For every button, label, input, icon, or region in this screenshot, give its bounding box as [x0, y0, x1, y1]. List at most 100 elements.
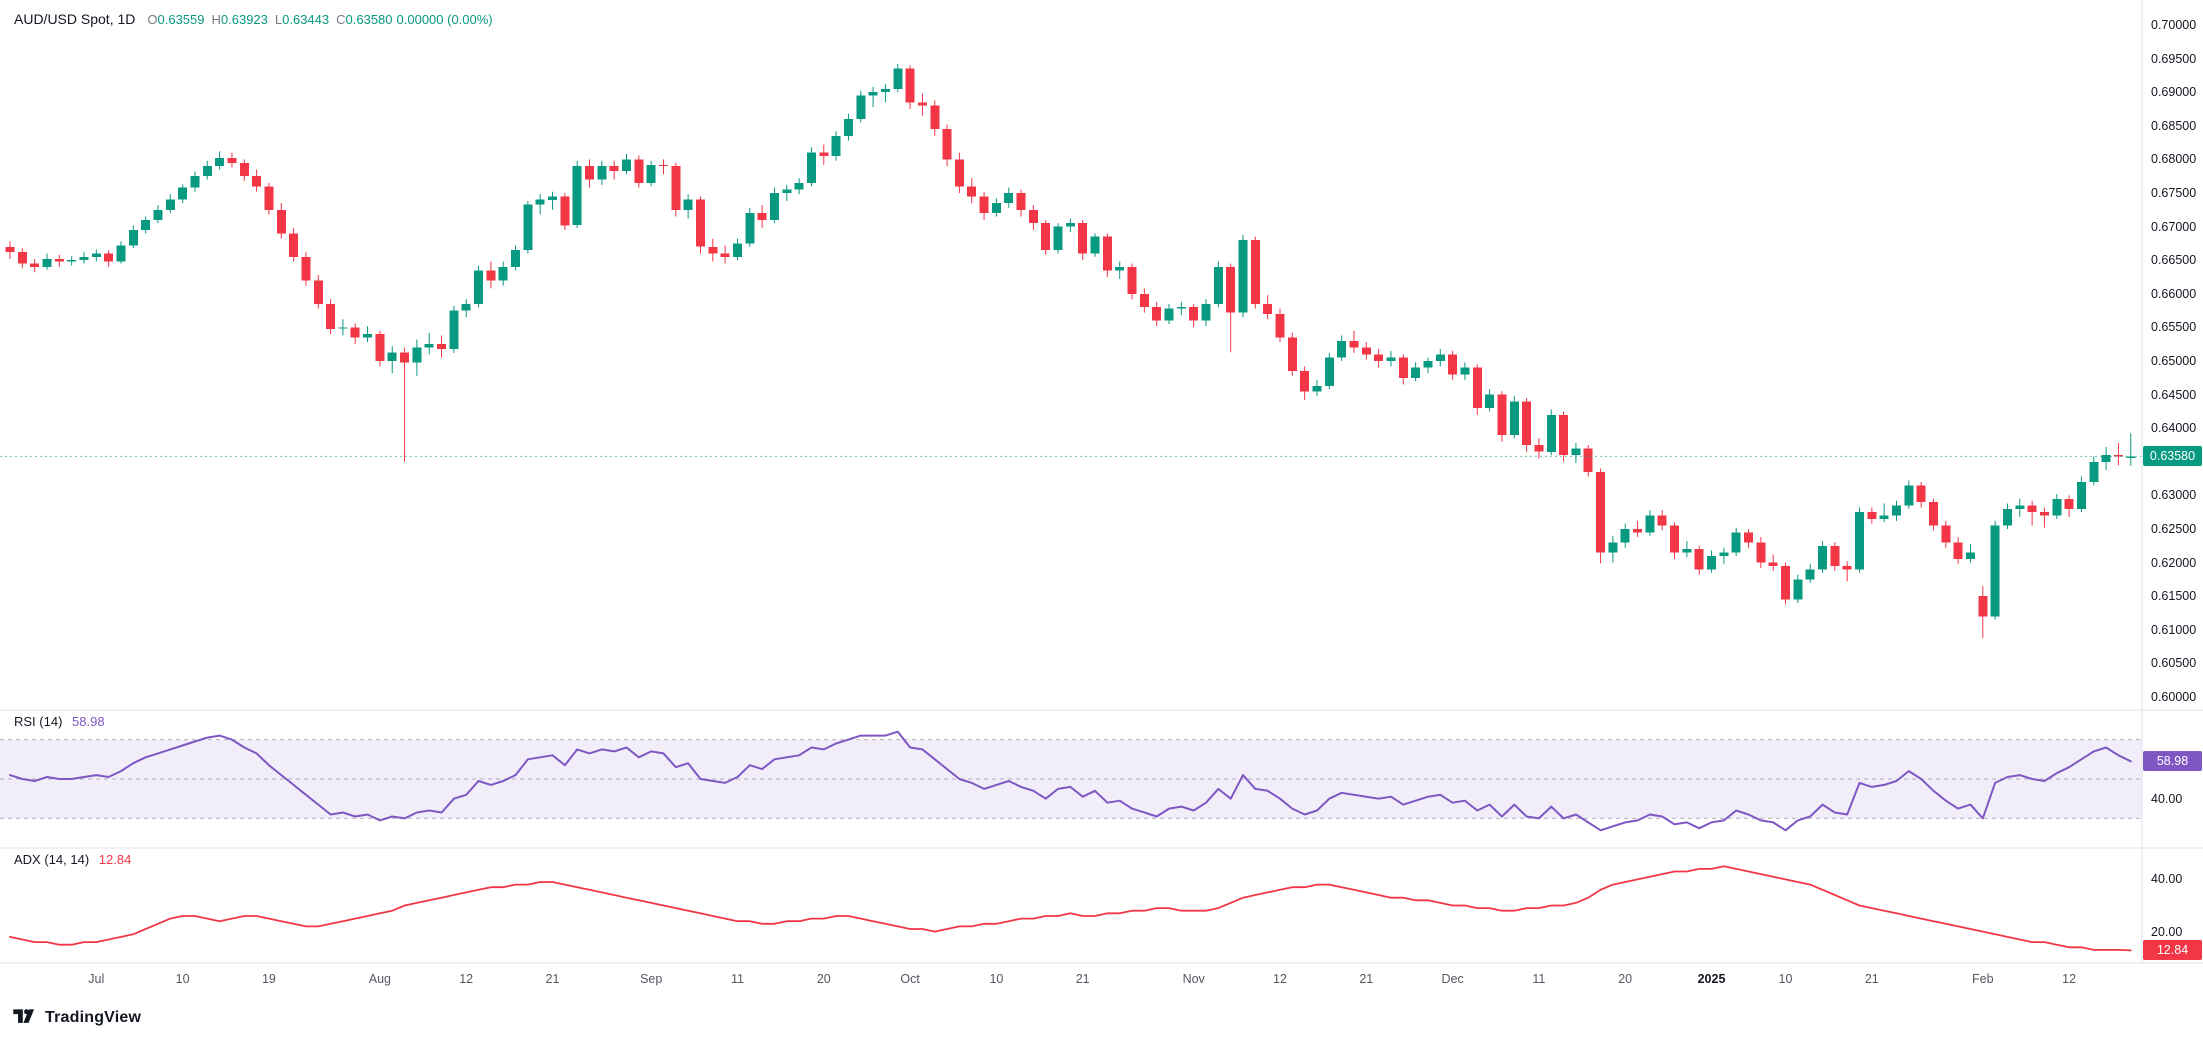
- candle-body[interactable]: [1078, 223, 1088, 254]
- candle-body[interactable]: [2113, 455, 2123, 457]
- candle-body[interactable]: [1250, 240, 1260, 304]
- candle-body[interactable]: [2089, 461, 2099, 482]
- candle-body[interactable]: [437, 344, 447, 349]
- candle-body[interactable]: [239, 162, 249, 177]
- candle-body[interactable]: [1226, 266, 1236, 313]
- candle-body[interactable]: [1275, 314, 1285, 338]
- candle-body[interactable]: [116, 245, 126, 262]
- candle-body[interactable]: [79, 256, 89, 261]
- candle-body[interactable]: [1287, 337, 1297, 372]
- candle-body[interactable]: [597, 166, 607, 180]
- candle-body[interactable]: [1509, 401, 1519, 435]
- candle-body[interactable]: [400, 352, 410, 363]
- candle-body[interactable]: [1830, 545, 1840, 566]
- candle-body[interactable]: [461, 303, 471, 311]
- candle-body[interactable]: [1978, 596, 1988, 617]
- candle-body[interactable]: [215, 158, 225, 167]
- tradingview-brand-text[interactable]: TradingView: [45, 1008, 142, 1026]
- candle-body[interactable]: [880, 88, 890, 93]
- candle-body[interactable]: [1793, 579, 1803, 600]
- candle-body[interactable]: [1929, 502, 1938, 526]
- candle-body[interactable]: [498, 266, 508, 281]
- candle-body[interactable]: [2040, 512, 2049, 516]
- candle-body[interactable]: [1065, 223, 1075, 227]
- candle-body[interactable]: [202, 166, 212, 177]
- candle-body[interactable]: [104, 253, 114, 262]
- candle-body[interactable]: [1941, 525, 1951, 543]
- candle-body[interactable]: [1596, 471, 1606, 553]
- candle-body[interactable]: [1682, 549, 1692, 553]
- candle-body[interactable]: [893, 68, 903, 89]
- candle-body[interactable]: [424, 344, 434, 348]
- candle-body[interactable]: [511, 250, 520, 267]
- candle-body[interactable]: [1879, 515, 1889, 519]
- candle-body[interactable]: [1263, 303, 1273, 314]
- candle-body[interactable]: [1522, 401, 1532, 445]
- candle-body[interactable]: [1645, 515, 1655, 533]
- candle-body[interactable]: [868, 92, 878, 96]
- symbol-title[interactable]: AUD/USD Spot, 1D: [14, 11, 136, 27]
- candle-body[interactable]: [609, 166, 619, 171]
- candle-body[interactable]: [1990, 525, 2000, 617]
- candle-body[interactable]: [1744, 532, 1753, 543]
- candle-body[interactable]: [1386, 357, 1396, 361]
- adx-title[interactable]: ADX (14, 14): [14, 852, 90, 867]
- candle-body[interactable]: [1139, 293, 1149, 308]
- candle-body[interactable]: [1707, 555, 1716, 570]
- candle-body[interactable]: [1152, 307, 1162, 321]
- candle-body[interactable]: [535, 199, 545, 205]
- candle-body[interactable]: [486, 270, 496, 281]
- candle-body[interactable]: [350, 327, 360, 338]
- candle-body[interactable]: [548, 196, 557, 200]
- candle-body[interactable]: [1041, 223, 1051, 251]
- candle-body[interactable]: [1435, 354, 1445, 361]
- candle-body[interactable]: [1398, 357, 1408, 378]
- candle-body[interactable]: [387, 352, 397, 361]
- candle-body[interactable]: [1756, 542, 1766, 563]
- candle-body[interactable]: [1842, 566, 1852, 570]
- candle-body[interactable]: [1448, 354, 1458, 375]
- candle-body[interactable]: [1337, 340, 1347, 358]
- candle-body[interactable]: [646, 164, 656, 183]
- candle-body[interactable]: [794, 182, 804, 190]
- candle-body[interactable]: [1719, 552, 1729, 556]
- candle-body[interactable]: [141, 219, 151, 230]
- candle-body[interactable]: [523, 204, 533, 251]
- candle-body[interactable]: [375, 334, 385, 361]
- candle-body[interactable]: [1324, 357, 1334, 386]
- candle-body[interactable]: [1768, 562, 1778, 566]
- candle-body[interactable]: [2015, 505, 2025, 509]
- candle-body[interactable]: [1423, 361, 1433, 368]
- candle-body[interactable]: [1559, 414, 1569, 456]
- candle-body[interactable]: [5, 246, 15, 253]
- candle-body[interactable]: [1016, 193, 1026, 210]
- candle-body[interactable]: [1497, 394, 1507, 435]
- candle-body[interactable]: [301, 256, 311, 281]
- candle-body[interactable]: [954, 159, 964, 187]
- candle-body[interactable]: [1633, 529, 1643, 533]
- candle-body[interactable]: [1670, 525, 1679, 553]
- candle-body[interactable]: [1818, 545, 1827, 570]
- candle-body[interactable]: [807, 152, 816, 183]
- candle-body[interactable]: [1781, 566, 1790, 600]
- candle-body[interactable]: [942, 129, 952, 160]
- candle-body[interactable]: [1620, 529, 1630, 543]
- candle-body[interactable]: [1485, 394, 1495, 408]
- candle-body[interactable]: [1966, 552, 1975, 560]
- candle-body[interactable]: [991, 203, 1001, 214]
- candle-body[interactable]: [128, 230, 138, 246]
- candle-body[interactable]: [967, 186, 977, 197]
- candle-body[interactable]: [1916, 485, 1926, 503]
- candle-body[interactable]: [1164, 308, 1174, 321]
- candle-body[interactable]: [634, 159, 644, 183]
- candle-body[interactable]: [930, 105, 940, 130]
- candle-body[interactable]: [1004, 193, 1014, 204]
- candle-body[interactable]: [412, 347, 422, 363]
- candle-body[interactable]: [622, 159, 631, 171]
- candle-body[interactable]: [1534, 445, 1544, 452]
- candle-body[interactable]: [770, 193, 779, 220]
- candle-body[interactable]: [1904, 485, 1914, 506]
- candle-body[interactable]: [979, 196, 989, 214]
- candle-body[interactable]: [659, 164, 668, 167]
- candle-body[interactable]: [720, 253, 730, 257]
